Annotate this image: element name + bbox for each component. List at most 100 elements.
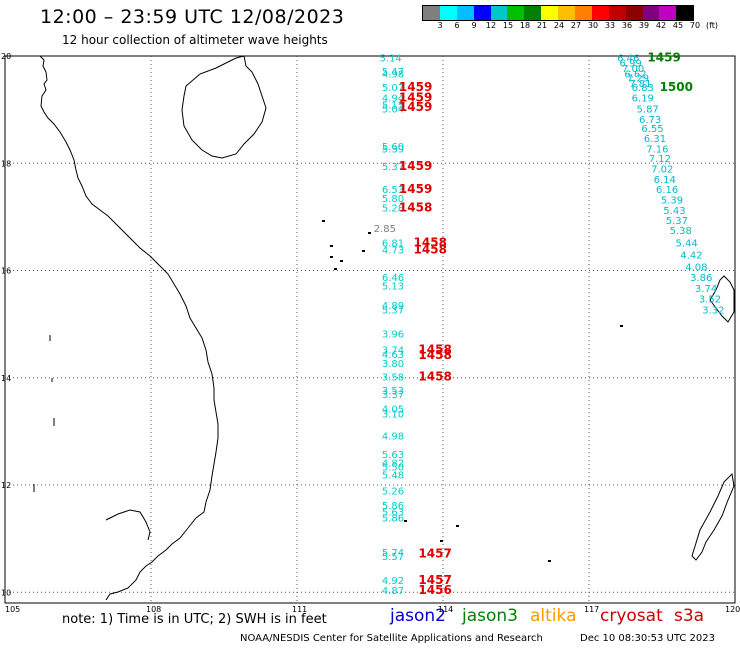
swh-value-label: 5.15 [382, 101, 404, 112]
swh-value-label: 7.12 [649, 154, 671, 165]
swh-value-label: 3.10 [382, 409, 404, 420]
island-dot [330, 256, 333, 258]
swh-value-label: 5.74 [382, 548, 404, 559]
legend-label: 3 [437, 21, 443, 30]
swh-value-label: 3.53 [382, 386, 404, 397]
swh-value-label: 3.32 [702, 305, 724, 316]
swh-value-label: 5.63 [382, 508, 404, 519]
legend-swatch [423, 6, 440, 20]
pass-time-label: 1500 [660, 80, 693, 94]
swh-value-label: 3.80 [382, 359, 404, 370]
pass-time-label: 1459 [399, 182, 432, 196]
swh-value-label: 6.81 [382, 238, 404, 249]
lat-tick-label: 12 [1, 481, 11, 490]
pass-time-label: 1458 [414, 242, 447, 256]
swh-value-label: 5.26 [382, 487, 404, 498]
swh-value-label: 5.37 [382, 305, 404, 316]
legend-label: 18 [519, 21, 531, 30]
pass-time-label: 1458 [399, 201, 432, 215]
legend-swatch [507, 6, 525, 20]
legend-label: 15 [502, 21, 514, 30]
pass-time-label: 1459 [399, 80, 432, 94]
legend-label: 24 [553, 21, 565, 30]
gulf-coastline [105, 509, 151, 541]
legend-label: 9 [471, 21, 477, 30]
swh-value-label: 5.80 [382, 194, 404, 205]
pass-time-label: 1459 [399, 159, 432, 173]
pass-time-label: 1458 [414, 235, 447, 249]
legend-swatch [575, 6, 592, 20]
swh-value-label: 4.42 [680, 251, 702, 262]
island-dot [362, 250, 365, 252]
swh-value-label: 3.37 [382, 390, 404, 401]
swh-value-label: 5.86 [382, 513, 404, 524]
swh-value-label: 4.94 [382, 94, 404, 105]
swh-value-label: 6.83 [632, 83, 654, 94]
island-dot [548, 560, 551, 562]
pass-time-label: 1459 [399, 100, 432, 114]
island-dot [322, 220, 325, 222]
hainan-island-outline [181, 55, 267, 159]
legend-swatch [439, 6, 457, 20]
swh-value-label: 5.37 [666, 216, 688, 227]
swh-value-label: 4.87 [382, 586, 404, 597]
pass-time-label: 1458 [418, 343, 451, 357]
swh-value-label: 6.46 [382, 273, 404, 284]
legend-swatch [608, 6, 626, 20]
swh-value-label: 7.81 [629, 79, 651, 90]
swh-value-label: 5.48 [382, 471, 404, 482]
lon-tick-label: 120 [725, 605, 740, 614]
lon-tick-label: 114 [438, 605, 453, 614]
island-dot [368, 232, 371, 234]
pass-time-label: 1457 [418, 573, 451, 587]
legend-swatch [541, 6, 559, 20]
swh-value-label: 6.73 [639, 115, 661, 126]
legend-swatch [625, 6, 643, 20]
pass-time-label: 1459 [647, 50, 680, 64]
legend-label: 45 [672, 21, 684, 30]
chart-subtitle: 12 hour collection of altimeter wave hei… [62, 33, 328, 47]
legend-label: 70 [689, 21, 701, 30]
swh-value-label: 4.08 [685, 263, 707, 274]
swh-value-label: 5.38 [670, 226, 692, 237]
pass-time-label: 1456 [418, 583, 451, 597]
swh-value-label: 3.58 [382, 372, 404, 383]
legend-swatch [473, 6, 491, 20]
swh-value-label: 6.46 [617, 53, 639, 64]
swh-value-label: 3.74 [382, 346, 404, 357]
color-scale-legend [422, 5, 695, 21]
legend-swatch [524, 6, 542, 20]
swh-value-label: 7.02 [651, 164, 673, 175]
legend-swatch [456, 6, 474, 20]
swh-value-label: 6.14 [654, 175, 676, 186]
island-dot [404, 520, 407, 522]
swh-value-label: 7.16 [646, 145, 668, 156]
swh-value-label: 4.82 [382, 458, 404, 469]
swh-value-label: 3.86 [690, 273, 712, 284]
swh-value-label: 5.57 [382, 552, 404, 563]
swh-value-label: 2.85 [374, 224, 396, 235]
swh-value-label: 6.31 [644, 134, 666, 145]
swh-value-label: 5.04 [382, 104, 404, 115]
lon-tick-label: 105 [5, 605, 20, 614]
legend-swatch [490, 6, 508, 20]
credit-text: NOAA/NESDIS Center for Satellite Applica… [240, 633, 543, 644]
swh-value-label: 4.92 [382, 576, 404, 587]
pass-time-label: 1458 [418, 348, 451, 362]
swh-value-label: 4.73 [382, 245, 404, 256]
swh-value-label: 4.98 [382, 69, 404, 80]
lat-tick-label: 10 [1, 588, 11, 597]
legend-label: 27 [570, 21, 582, 30]
palawan-coastline [691, 472, 735, 561]
island-dot [340, 260, 343, 262]
lon-tick-label: 117 [584, 605, 599, 614]
island-dot [620, 325, 623, 327]
swh-value-label: 4.89 [382, 301, 404, 312]
island-dot [330, 245, 333, 247]
swh-value-label: 4.05 [382, 405, 404, 416]
swh-value-label: 4.63 [382, 350, 404, 361]
island-dot [456, 525, 459, 527]
lat-tick-label: 20 [1, 52, 11, 61]
satellite-altika: altika [530, 606, 577, 626]
